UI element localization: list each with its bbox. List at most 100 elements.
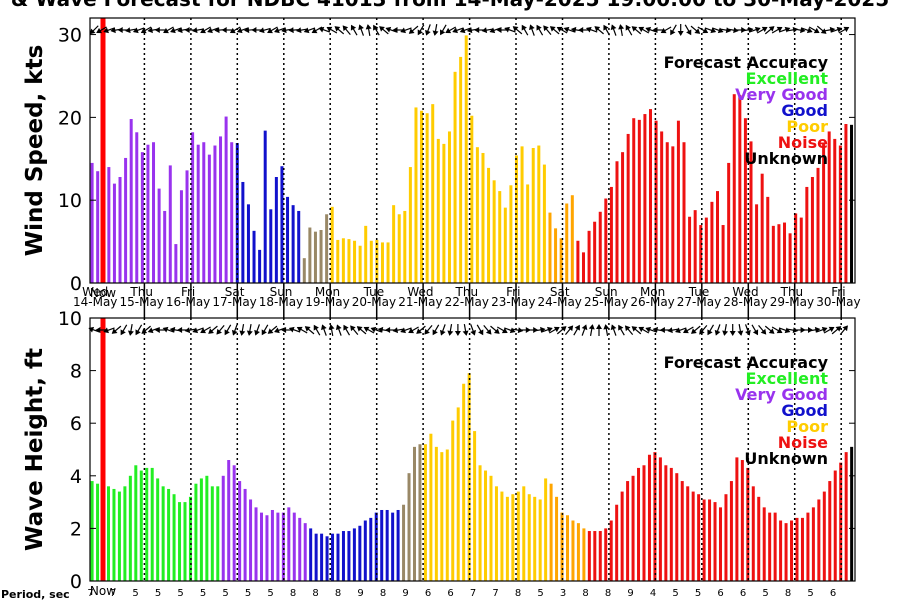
wave-direction-arrow — [631, 326, 642, 335]
wind-bar — [146, 144, 150, 283]
legend-item: Very Good — [735, 385, 828, 404]
wind-bar — [621, 152, 625, 283]
wind-bar — [548, 212, 552, 283]
day-label-date: 28-May — [723, 295, 767, 309]
wind-bar — [626, 133, 630, 283]
arrow-head — [496, 27, 502, 33]
arrow-head — [192, 27, 198, 34]
wind-bar — [397, 214, 401, 283]
wind-bar — [704, 217, 708, 283]
arrow-head — [521, 24, 527, 31]
arrow-head — [553, 326, 560, 333]
arrow-head — [489, 27, 496, 34]
arrow-head — [645, 26, 652, 33]
arrow-head — [417, 29, 423, 36]
wave-direction-arrow — [343, 324, 351, 336]
wave-bar — [784, 523, 788, 581]
arrow-head — [828, 326, 835, 333]
wind-bar — [414, 107, 418, 283]
wind-direction-arrow — [521, 24, 529, 36]
wind-bar — [576, 240, 580, 283]
arrow-head — [281, 327, 287, 333]
wave-bar — [128, 475, 132, 581]
wave-direction-arrow — [304, 326, 315, 335]
wind-direction-arrow — [200, 26, 211, 34]
wave-direction-arrow — [363, 326, 375, 334]
arrow-head — [363, 326, 370, 333]
wave-direction-arrow — [714, 324, 721, 336]
wave-bar — [669, 467, 673, 581]
wave-bar — [768, 512, 772, 581]
arrow-head — [163, 27, 169, 34]
wind-bar — [258, 249, 262, 284]
period-value: 5 — [155, 588, 161, 599]
wave-direction-arrow — [313, 324, 321, 336]
arrow-head — [694, 28, 701, 34]
wave-direction-arrow — [239, 323, 246, 336]
wave-bar — [205, 475, 209, 581]
day-label-dow: Thu — [780, 285, 804, 299]
wind-direction-arrow — [660, 26, 672, 34]
wave-direction-arrow — [645, 326, 657, 333]
arrow-head — [177, 327, 183, 333]
wind-bar — [570, 195, 574, 283]
period-value: 6 — [717, 588, 723, 599]
period-value: 7 — [87, 588, 93, 599]
wind-bar — [447, 131, 451, 283]
arrow-head — [624, 325, 631, 332]
legend-item: Very Good — [735, 85, 828, 104]
wave-direction-arrow — [549, 326, 560, 334]
wind-direction-arrow — [793, 27, 806, 34]
arrow-head — [103, 27, 109, 34]
wave-direction-arrow — [758, 325, 767, 335]
wave-direction-arrow — [416, 325, 426, 334]
wave-bar — [270, 509, 274, 581]
wave-bar — [172, 494, 176, 581]
wave-bar — [380, 509, 384, 581]
arrow-head — [132, 27, 139, 34]
arrow-head — [261, 329, 267, 336]
wave-bar — [790, 520, 794, 581]
wind-bar — [559, 238, 563, 283]
wave-bar — [396, 509, 400, 581]
wave-direction-arrow — [707, 324, 715, 336]
wave-direction-arrow — [267, 325, 278, 334]
arrow-head — [806, 27, 813, 34]
arrow-head — [748, 26, 754, 33]
wave-bar — [817, 499, 821, 581]
wave-bar — [773, 512, 777, 581]
wind-bar — [710, 201, 714, 283]
wind-direction-arrow — [400, 27, 412, 34]
legend-item: Noise — [778, 433, 828, 452]
arrow-head — [462, 330, 469, 336]
arrow-head — [296, 326, 303, 333]
arrow-head — [342, 25, 349, 32]
wind-bar — [581, 252, 585, 283]
wind-direction-arrow — [610, 24, 617, 36]
day-label-date: 22-May — [445, 295, 489, 309]
arrow-head — [638, 26, 645, 33]
wave-bar — [505, 496, 509, 581]
wave-bar — [839, 462, 843, 581]
wave-bar — [265, 515, 269, 581]
wind-direction-arrow — [417, 24, 425, 36]
arrow-head — [135, 329, 141, 336]
period-value: 5 — [132, 588, 138, 599]
wind-bar — [777, 224, 781, 283]
wind-bar — [537, 145, 541, 283]
wind-direction-arrow — [756, 26, 768, 34]
wind-bar — [732, 94, 736, 283]
wave-bar — [341, 531, 345, 581]
wind-direction-arrow — [192, 27, 205, 34]
arrow-head — [691, 328, 697, 334]
wave-bar — [478, 465, 482, 581]
wind-direction-arrow — [408, 25, 419, 34]
wind-bar — [129, 119, 133, 283]
arrow-head — [288, 27, 294, 34]
wind-direction-arrow — [801, 27, 813, 34]
wind-direction-arrow — [303, 27, 316, 34]
